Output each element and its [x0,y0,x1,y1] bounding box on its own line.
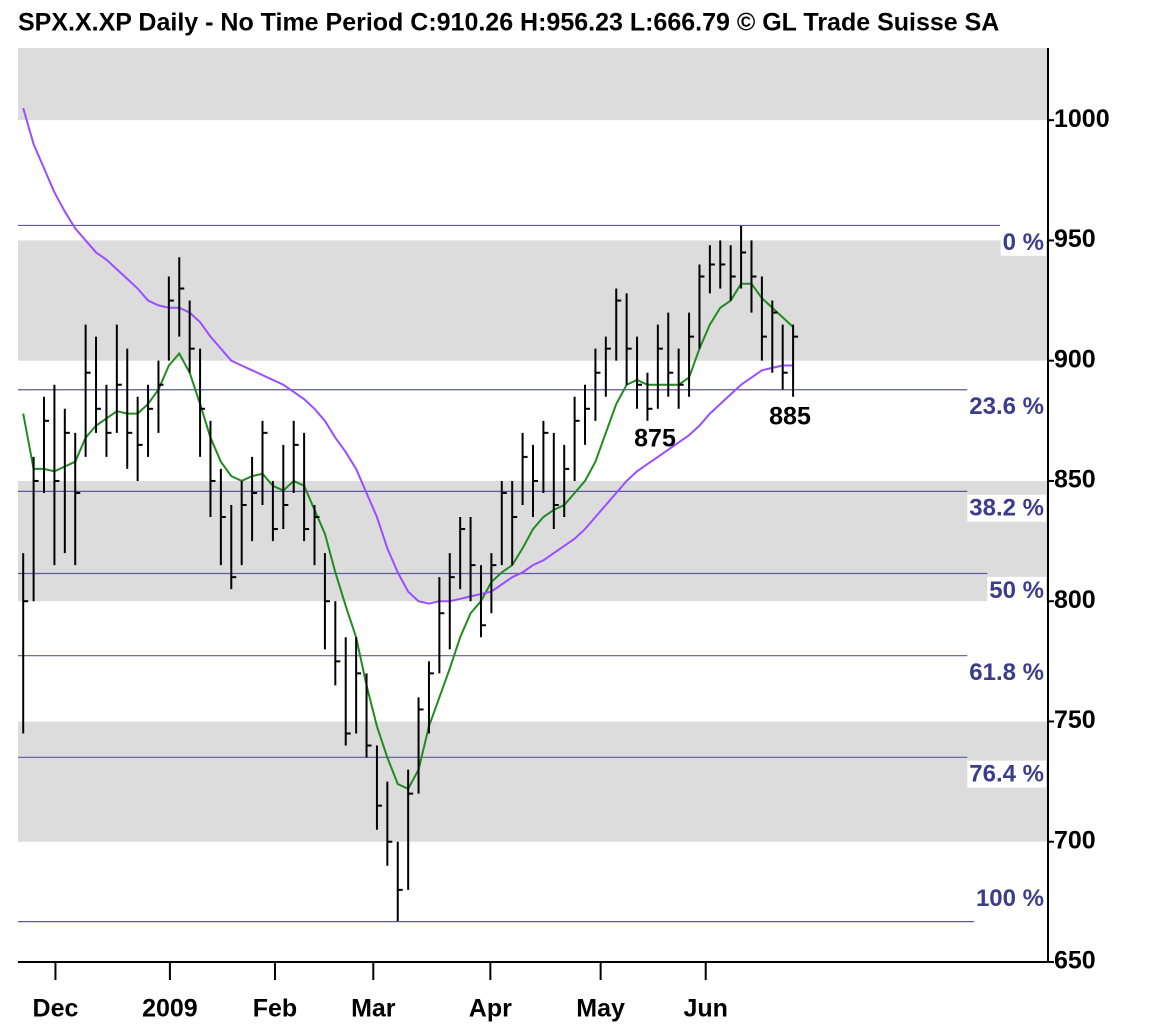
fib-label-bg [987,576,1046,604]
x-tick-label: Jun [683,995,727,1023]
x-tick-label: Mar [351,995,396,1023]
fib-label-bg [1000,228,1046,256]
y-tick-label: 700 [1054,826,1096,854]
y-tick-label: 800 [1054,586,1096,614]
fib-label-bg [967,494,1046,522]
y-tick-label: 750 [1054,706,1096,734]
fib-label: 38.2 % [969,495,1044,522]
fib-label: 61.8 % [969,659,1044,686]
fib-label: 76.4 % [969,761,1044,788]
fib-label: 23.6 % [969,393,1044,420]
fib-label-bg [967,393,1046,421]
y-tick-label: 1000 [1054,105,1110,133]
annotation: 885 [769,403,811,431]
x-tick-label: Dec [33,995,79,1023]
fib-label: 0 % [1003,229,1044,256]
y-tick-label: 900 [1054,345,1096,373]
x-tick-label: 2009 [142,995,198,1023]
moving-average [22,107,794,605]
fib-label: 100 % [976,885,1044,912]
x-tick-label: Apr [469,995,512,1023]
fib-label-bg [967,760,1046,788]
fib-label: 50 % [989,577,1044,604]
band [18,48,1048,121]
y-tick-label: 950 [1054,225,1096,253]
band [18,721,1048,842]
y-tick-label: 650 [1054,947,1096,975]
annotation: 875 [634,425,676,453]
y-tick-label: 850 [1054,466,1096,494]
fib-label-bg [967,659,1046,687]
fib-label-bg [973,884,1046,912]
x-tick-label: May [576,995,625,1023]
chart-title: SPX.X.XP Daily - No Time Period C:910.26… [18,9,999,37]
x-tick-label: Feb [253,995,297,1023]
